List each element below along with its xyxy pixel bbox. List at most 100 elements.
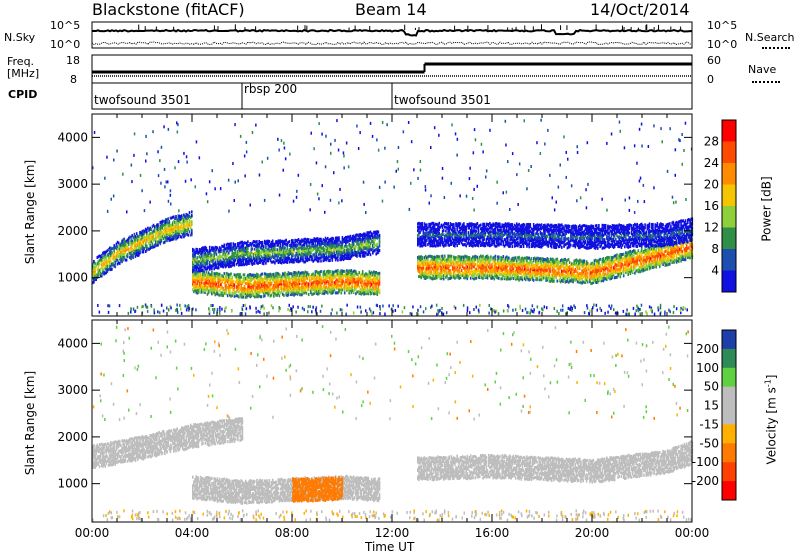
echo-cell [357, 283, 359, 287]
echo-cell [348, 248, 350, 252]
echo-cell [338, 280, 340, 283]
echo-cell [489, 266, 491, 270]
echo-cell [255, 244, 257, 248]
echo-cell [469, 266, 472, 270]
echo-cell [460, 255, 463, 259]
echo-cell [579, 279, 581, 283]
echo-cell [282, 278, 284, 282]
echo-cell [124, 258, 127, 262]
echo-cell [235, 262, 238, 266]
echo-cell [255, 282, 257, 286]
echo-cell [248, 252, 250, 256]
echo-cell [318, 238, 320, 242]
echo-cell [365, 290, 367, 294]
echo-cell [540, 264, 543, 268]
echo-cell [191, 214, 193, 217]
echo-cell [511, 257, 514, 261]
echo-cell [202, 268, 204, 272]
echo-cell [373, 286, 375, 290]
echo-cell [271, 239, 274, 243]
echo-cell [507, 275, 509, 279]
echo-cell [125, 243, 128, 247]
echo-cell [331, 251, 334, 255]
echo-cell [244, 250, 247, 254]
echo-cell [527, 266, 529, 270]
echo-cell [260, 259, 263, 263]
echo-cell [296, 290, 299, 294]
echo-cell [287, 276, 290, 280]
echo-cell [327, 256, 329, 260]
echo-cell [450, 262, 453, 266]
echo-cell [203, 246, 205, 250]
echo-cell [529, 258, 532, 262]
echo-cell [507, 272, 509, 276]
echo-cell [437, 255, 439, 259]
echo-cell [296, 289, 299, 293]
echo-cell [513, 276, 516, 280]
echo-cell [257, 284, 259, 288]
echo-cell [421, 266, 424, 270]
echo-cell [194, 252, 196, 256]
echo-cell [301, 279, 303, 283]
echo-cell [341, 278, 344, 282]
echo-cell [503, 265, 506, 269]
echo-cell [267, 289, 269, 292]
echo-cell [204, 278, 206, 282]
echo-cell [274, 256, 276, 260]
echo-cell [608, 264, 610, 268]
echo-cell [559, 275, 562, 279]
echo-cell [160, 230, 163, 234]
echo-cell [538, 257, 541, 261]
echo-cell [125, 246, 128, 249]
echo-cell [277, 283, 280, 287]
echo-cell [284, 280, 286, 284]
echo-cell [336, 240, 338, 244]
echo-cell [316, 259, 319, 263]
echo-cell [349, 243, 352, 247]
echo-cell [240, 275, 242, 279]
echo-cell [453, 270, 455, 274]
echo-cell [437, 266, 439, 270]
echo-cell [292, 247, 294, 251]
echo-cell [431, 267, 434, 271]
echo-cell [180, 231, 183, 235]
echo-cell [195, 272, 197, 276]
echo-cell [156, 223, 158, 227]
echo-cell [252, 277, 255, 281]
echo-cell [352, 269, 355, 273]
echo-cell [265, 254, 267, 258]
echo-cell [332, 250, 335, 254]
echo-cell [340, 251, 343, 255]
echo-cell [122, 247, 124, 251]
freq-label: Freq. [7, 55, 35, 68]
echo-cell [484, 257, 487, 261]
echo-cell [494, 272, 497, 276]
echo-cell [166, 230, 168, 234]
echo-cell [346, 286, 348, 290]
echo-cell [217, 255, 220, 259]
echo-cell [193, 252, 195, 255]
echo-cell [301, 277, 303, 281]
echo-cell [318, 277, 320, 281]
echo-cell [152, 223, 155, 227]
echo-cell [166, 227, 168, 231]
echo-cell [177, 217, 180, 221]
echo-cell [271, 273, 274, 277]
echo-cell [377, 271, 380, 275]
echo-cell [375, 230, 377, 234]
echo-cell [342, 280, 345, 284]
echo-cell [459, 273, 462, 277]
echo-cell [292, 287, 294, 291]
echo-cell [354, 252, 356, 256]
echo-cell [314, 246, 317, 250]
echo-cell [101, 253, 103, 257]
echo-cell [597, 274, 599, 277]
echo-cell [206, 273, 209, 277]
echo-cell [367, 275, 370, 279]
echo-cell [531, 264, 534, 268]
echo-cell [558, 265, 561, 269]
echo-cell [137, 234, 139, 238]
echo-cell [238, 273, 240, 277]
echo-cell [439, 272, 442, 276]
echo-cell [418, 255, 420, 259]
